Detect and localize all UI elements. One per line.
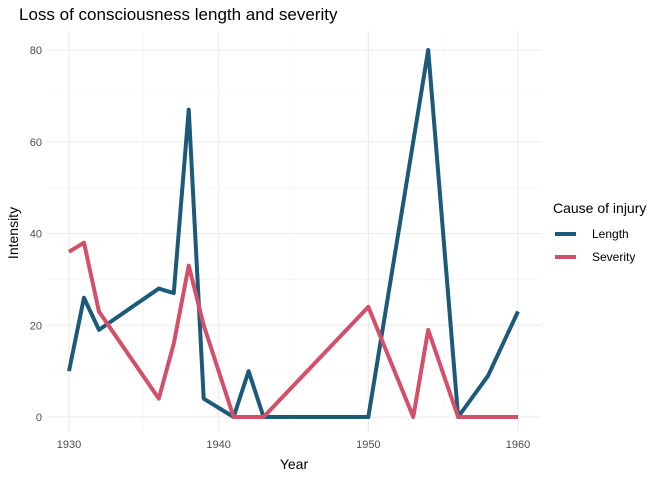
- y-tick-label: 80: [30, 45, 42, 57]
- y-tick-label: 40: [30, 229, 42, 241]
- y-tick-label: 0: [36, 412, 42, 424]
- x-tick-label: 1950: [356, 439, 380, 451]
- y-tick-label: 20: [30, 320, 42, 332]
- legend-label-severity: Severity: [592, 250, 635, 264]
- tick-labels: 0 20 40 60 80 1930 1940 1950 1960: [30, 45, 530, 451]
- chart-title: Loss of consciousness length and severit…: [19, 5, 338, 24]
- legend-label-length: Length: [592, 227, 629, 241]
- x-tick-label: 1940: [206, 439, 230, 451]
- legend-title: Cause of injury: [553, 200, 646, 216]
- y-axis-label: Intensity: [5, 207, 21, 259]
- series-lines: [67, 48, 520, 419]
- grid: [47, 31, 541, 432]
- x-tick-label: 1960: [506, 439, 530, 451]
- y-tick-label: 60: [30, 137, 42, 149]
- x-tick-label: 1930: [57, 439, 81, 451]
- legend: Cause of injury Length Severity: [553, 200, 646, 264]
- x-axis-label: Year: [280, 456, 309, 472]
- series-line-severity: [67, 240, 518, 419]
